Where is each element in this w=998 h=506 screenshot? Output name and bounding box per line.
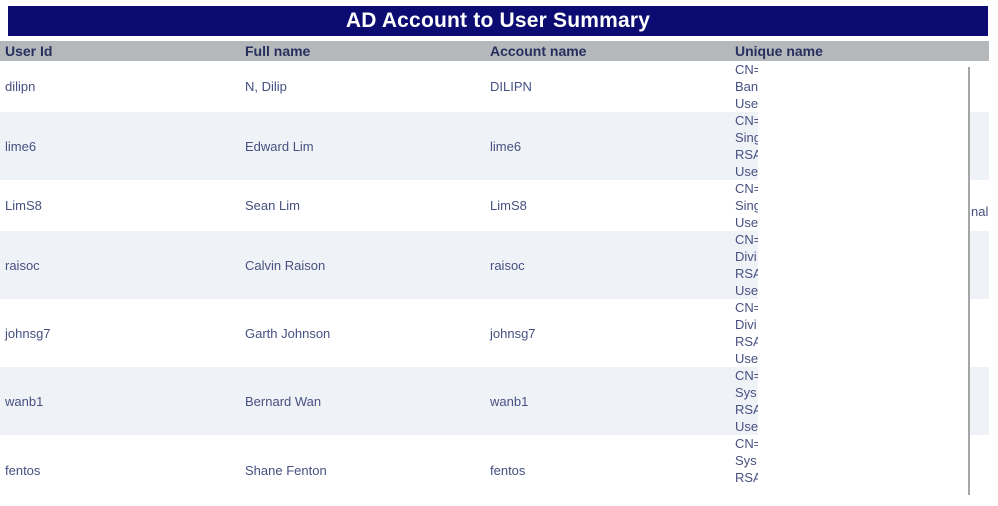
unique-name-line: Ban (735, 79, 759, 94)
unique-name-line: Sys (735, 385, 757, 400)
cell-account-name: lime6 (490, 138, 522, 154)
table-header-row: User Id Full name Account name Unique na… (0, 41, 989, 61)
cell-unique-name: CN= Sys RSA Use (730, 367, 989, 435)
table-row: LimS8 Sean Lim LimS8 CN= Sing Use (0, 180, 989, 231)
cell-account-name: LimS8 (490, 198, 527, 213)
cell-user-id: dilipn (5, 79, 36, 94)
unique-name-line: CN= (735, 300, 762, 315)
cell-account-name: wanb1 (490, 393, 529, 409)
cell-full-name: Sean Lim (245, 198, 300, 213)
cell-user-id: johnsg7 (5, 325, 51, 341)
page-title-bar: AD Account to User Summary (8, 6, 988, 36)
column-header-user-id: User Id (0, 41, 240, 61)
unique-name-line: RSA (735, 402, 762, 417)
unique-name-line: Use (735, 164, 759, 179)
cell-user-id: lime6 (5, 138, 37, 154)
cell-unique-name: CN= Ban Use (730, 61, 989, 112)
cell-unique-name: CN= Sys RSA (730, 435, 989, 506)
page-title: AD Account to User Summary (345, 9, 651, 32)
column-header-account-name: Account name (485, 41, 730, 61)
cell-full-name: Shane Fenton (245, 463, 327, 478)
cell-full-name: Calvin Raison (245, 257, 326, 273)
cell-full-name: N, Dilip (245, 79, 287, 94)
unique-name-edge-fragment: nal (971, 204, 989, 219)
unique-name-line: Divi (735, 249, 757, 264)
unique-name-line: Use (735, 96, 759, 111)
table-row: dilipn N, Dilip DILIPN CN= Ban Use (0, 61, 989, 112)
column-header-full-name: Full name (240, 41, 485, 61)
column-header-unique-name: Unique name (730, 41, 989, 61)
unique-name-line: CN= (735, 368, 762, 383)
unique-name-line: Use (735, 283, 759, 298)
cell-unique-name: CN= Sing RSA Use (730, 112, 989, 180)
cell-user-id: raisoc (5, 257, 40, 273)
cell-full-name: Bernard Wan (245, 393, 322, 409)
cell-unique-name: CN= Sing Use (730, 180, 989, 231)
unique-name-line: CN= (735, 436, 762, 451)
cell-full-name: Garth Johnson (245, 325, 331, 341)
unique-name-line: CN= (735, 232, 762, 247)
table-row: fentos Shane Fenton fentos CN= Sys RSA (0, 435, 989, 506)
cell-unique-name: CN= Divi RSA Use (730, 231, 989, 299)
cell-account-name: fentos (490, 463, 526, 478)
unique-name-line: RSA (735, 334, 762, 349)
cell-full-name: Edward Lim (245, 138, 314, 154)
table-row: johnsg7 Garth Johnson johnsg7 CN= Divi RSA… (0, 299, 989, 367)
unique-name-line: CN= (735, 181, 762, 196)
unique-name-line: Use (735, 351, 759, 366)
unique-name-line: CN= (735, 62, 762, 77)
unique-name-line: Sing (735, 130, 762, 145)
unique-name-line: RSA (735, 470, 762, 485)
unique-name-line: Divi (735, 317, 757, 332)
unique-name-line: Use (735, 419, 759, 434)
unique-name-line: RSA (735, 266, 762, 281)
unique-name-line: RSA (735, 147, 762, 162)
cell-user-id: wanb1 (5, 393, 44, 409)
cell-user-id: fentos (5, 463, 41, 478)
unique-name-line: Sys (735, 453, 757, 468)
unique-name-line: Use (735, 215, 759, 230)
content-overlay (758, 67, 970, 495)
cell-user-id: LimS8 (5, 198, 42, 213)
cell-account-name: raisoc (490, 257, 525, 273)
cell-account-name: DILIPN (490, 79, 532, 94)
unique-name-line: Sing (735, 198, 762, 213)
cell-account-name: johnsg7 (490, 325, 536, 341)
cell-unique-name: CN= Divi RSA Use (730, 299, 989, 367)
unique-name-line: CN= (735, 113, 762, 128)
